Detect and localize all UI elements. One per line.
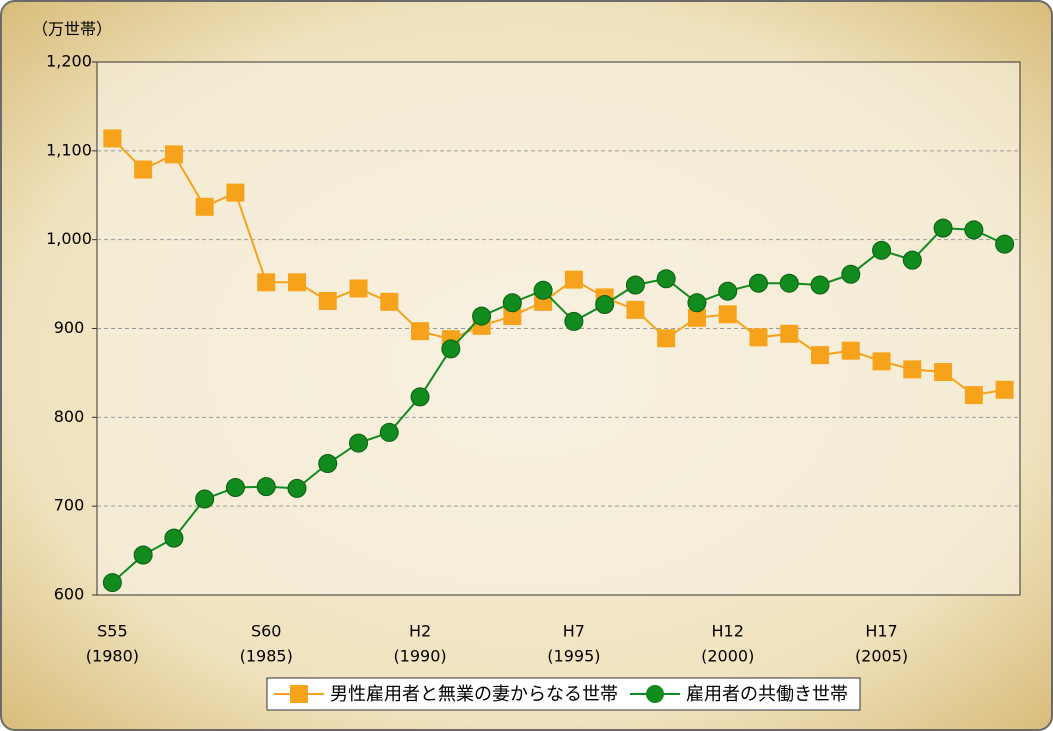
marker [687, 308, 706, 327]
x-tick-label: H12 [712, 622, 744, 641]
marker [441, 339, 461, 359]
y-unit: （万世帯） [32, 20, 112, 39]
legend-label: 男性雇用者と無業の妻からなる世帯 [330, 684, 618, 705]
marker [379, 422, 399, 442]
marker [902, 250, 922, 270]
marker [841, 341, 860, 360]
marker [102, 573, 122, 593]
marker [995, 380, 1014, 399]
marker [318, 454, 338, 474]
legend-marker [646, 685, 664, 703]
y-tick-label: 1,200 [46, 52, 92, 71]
y-tick-label: 600 [54, 585, 85, 604]
x-tick-year: (1980) [86, 647, 139, 666]
marker [934, 363, 953, 382]
x-tick-label: S60 [251, 622, 282, 641]
marker [933, 218, 953, 238]
marker [103, 129, 122, 148]
marker [811, 346, 830, 365]
marker [195, 489, 215, 509]
marker [287, 273, 306, 292]
marker [195, 197, 214, 216]
marker [595, 295, 615, 315]
y-tick-label: 800 [54, 407, 85, 426]
marker [626, 300, 645, 319]
marker [225, 478, 245, 498]
marker [779, 273, 799, 293]
marker [349, 279, 368, 298]
marker [625, 275, 645, 295]
marker [349, 433, 369, 453]
y-tick-label: 700 [54, 496, 85, 515]
marker [780, 324, 799, 343]
marker [564, 311, 584, 331]
plot-area [96, 61, 1021, 596]
marker [657, 329, 676, 348]
legend-box [266, 677, 861, 711]
marker [164, 528, 184, 548]
y-tick-label: 1,000 [46, 229, 92, 248]
marker [656, 269, 676, 289]
marker [410, 387, 430, 407]
x-tick-year: (2000) [701, 647, 754, 666]
marker [964, 220, 984, 240]
marker [903, 360, 922, 379]
legend-marker [290, 685, 308, 703]
marker [503, 307, 522, 326]
x-tick-label: H17 [865, 622, 897, 641]
marker [995, 234, 1015, 254]
legend: 男性雇用者と無業の妻からなる世帯 雇用者の共働き世帯 [266, 677, 861, 711]
marker [841, 264, 861, 284]
marker [380, 292, 399, 311]
x-tick-year: (1985) [240, 647, 293, 666]
marker [533, 280, 553, 300]
x-tick-label: H7 [563, 622, 585, 641]
x-tick-year: (1990) [393, 647, 446, 666]
marker [133, 545, 153, 565]
marker [164, 145, 183, 164]
legend-label: 雇用者の共働き世帯 [686, 684, 848, 705]
marker [411, 322, 430, 341]
x-tick-year: (2005) [855, 647, 908, 666]
marker [287, 478, 307, 498]
marker [718, 305, 737, 324]
marker [687, 293, 707, 313]
marker [564, 270, 583, 289]
y-tick-label: 1,100 [46, 140, 92, 159]
marker [749, 328, 768, 347]
marker [872, 240, 892, 260]
marker [502, 293, 522, 313]
marker [318, 291, 337, 310]
marker [256, 477, 276, 497]
marker [718, 281, 738, 301]
marker [257, 273, 276, 292]
marker [872, 352, 891, 371]
y-tick-label: 900 [54, 318, 85, 337]
marker [964, 386, 983, 405]
x-tick-label: H2 [409, 622, 431, 641]
marker [810, 275, 830, 295]
marker [134, 160, 153, 179]
x-tick-label: S55 [97, 622, 128, 641]
x-tick-year: (1995) [547, 647, 600, 666]
marker [472, 306, 492, 326]
marker [748, 273, 768, 293]
marker [226, 183, 245, 202]
